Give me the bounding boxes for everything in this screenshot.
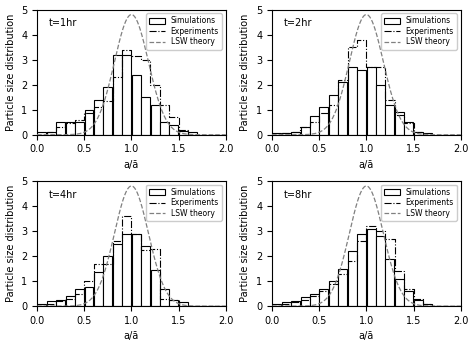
Y-axis label: Particle size distribution: Particle size distribution xyxy=(240,185,250,302)
Bar xyxy=(423,304,432,306)
Y-axis label: Particle size distribution: Particle size distribution xyxy=(240,14,250,131)
Bar xyxy=(65,122,74,135)
Bar xyxy=(414,300,423,306)
Bar xyxy=(65,296,74,306)
Bar xyxy=(141,97,150,135)
X-axis label: a/ā: a/ā xyxy=(124,331,139,341)
Bar xyxy=(141,246,150,306)
Bar xyxy=(84,287,93,306)
Y-axis label: Particle size distribution: Particle size distribution xyxy=(6,185,16,302)
Bar xyxy=(376,85,385,135)
Bar xyxy=(56,122,65,135)
Legend: Simulations, Experiments, LSW theory: Simulations, Experiments, LSW theory xyxy=(146,185,222,221)
Bar xyxy=(37,304,46,306)
Bar xyxy=(319,289,328,306)
Bar xyxy=(366,229,375,306)
Bar xyxy=(404,122,413,135)
Text: t=4hr: t=4hr xyxy=(48,190,77,200)
Bar xyxy=(169,300,178,306)
Bar xyxy=(310,294,319,306)
X-axis label: a/ā: a/ā xyxy=(124,160,139,170)
Bar xyxy=(414,132,423,135)
Legend: Simulations, Experiments, LSW theory: Simulations, Experiments, LSW theory xyxy=(381,185,457,221)
Text: t=2hr: t=2hr xyxy=(283,18,312,28)
Bar xyxy=(301,127,310,135)
Y-axis label: Particle size distribution: Particle size distribution xyxy=(6,14,16,131)
Bar xyxy=(94,100,103,135)
X-axis label: a/ā: a/ā xyxy=(359,331,374,341)
Bar xyxy=(103,256,112,306)
Bar xyxy=(282,303,291,306)
Bar xyxy=(291,132,300,135)
Bar xyxy=(348,67,357,135)
Bar xyxy=(338,269,347,306)
Bar xyxy=(37,132,46,135)
Bar xyxy=(282,134,291,135)
Bar xyxy=(301,297,310,306)
Bar xyxy=(395,279,404,306)
Bar xyxy=(169,125,178,135)
Bar xyxy=(329,95,338,135)
Bar xyxy=(47,301,56,306)
Bar xyxy=(357,70,366,135)
Bar xyxy=(75,289,84,306)
Bar xyxy=(385,105,394,135)
Bar xyxy=(84,110,93,135)
Text: t=1hr: t=1hr xyxy=(48,18,77,28)
Bar xyxy=(188,132,197,135)
Bar xyxy=(56,300,65,306)
Bar xyxy=(122,54,131,135)
Bar xyxy=(160,289,169,306)
Bar xyxy=(47,132,56,135)
Bar xyxy=(113,244,122,306)
Bar xyxy=(366,67,375,135)
Bar xyxy=(329,281,338,306)
Bar xyxy=(348,251,357,306)
Bar xyxy=(395,112,404,135)
Bar xyxy=(272,304,281,306)
Bar xyxy=(404,291,413,306)
Bar xyxy=(103,87,112,135)
X-axis label: a/ā: a/ā xyxy=(359,160,374,170)
Bar xyxy=(94,272,103,306)
Bar xyxy=(338,82,347,135)
Bar xyxy=(132,234,141,306)
Bar xyxy=(385,259,394,306)
Text: t=8hr: t=8hr xyxy=(283,190,312,200)
Bar xyxy=(319,107,328,135)
Bar xyxy=(357,234,366,306)
Legend: Simulations, Experiments, LSW theory: Simulations, Experiments, LSW theory xyxy=(381,14,457,50)
Bar xyxy=(291,301,300,306)
Bar xyxy=(179,131,188,135)
Bar xyxy=(376,236,385,306)
Bar xyxy=(151,270,160,306)
Bar xyxy=(179,303,188,306)
Bar xyxy=(272,134,281,135)
Bar xyxy=(132,75,141,135)
Bar xyxy=(423,134,432,135)
Bar xyxy=(151,105,160,135)
Bar xyxy=(310,116,319,135)
Bar xyxy=(113,54,122,135)
Bar xyxy=(122,234,131,306)
Bar xyxy=(160,122,169,135)
Legend: Simulations, Experiments, LSW theory: Simulations, Experiments, LSW theory xyxy=(146,14,222,50)
Bar xyxy=(75,122,84,135)
